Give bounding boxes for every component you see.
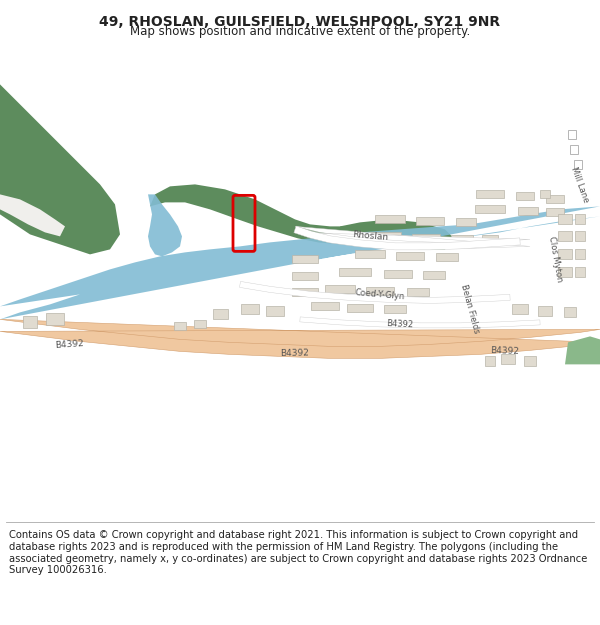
Bar: [546, 196, 564, 203]
Bar: [194, 321, 206, 328]
Bar: [416, 217, 444, 226]
Bar: [538, 306, 552, 316]
Bar: [575, 231, 585, 241]
Bar: [575, 214, 585, 224]
Bar: [558, 249, 572, 259]
Text: Rhoslan: Rhoslan: [352, 231, 388, 242]
Polygon shape: [150, 184, 385, 246]
Polygon shape: [0, 64, 120, 254]
Bar: [485, 356, 495, 366]
Bar: [339, 268, 371, 276]
Bar: [292, 272, 318, 281]
Bar: [482, 236, 498, 243]
Text: 49, RHOSLAN, GUILSFIELD, WELSHPOOL, SY21 9NR: 49, RHOSLAN, GUILSFIELD, WELSHPOOL, SY21…: [100, 16, 500, 29]
Bar: [512, 304, 528, 314]
Bar: [212, 309, 227, 319]
Bar: [174, 322, 186, 331]
Bar: [540, 191, 550, 198]
Bar: [456, 218, 476, 226]
Bar: [501, 354, 515, 364]
Bar: [558, 268, 572, 278]
Bar: [407, 288, 429, 296]
Polygon shape: [340, 219, 455, 249]
Text: Clos Myton: Clos Myton: [547, 236, 563, 283]
Bar: [516, 192, 534, 201]
Bar: [355, 251, 385, 258]
Bar: [46, 313, 64, 326]
Bar: [475, 206, 505, 213]
Bar: [546, 208, 564, 216]
Bar: [575, 249, 585, 259]
Polygon shape: [295, 226, 530, 248]
Bar: [518, 208, 538, 216]
Bar: [369, 232, 401, 241]
Bar: [412, 234, 440, 242]
Bar: [384, 271, 412, 278]
Bar: [423, 271, 445, 279]
Text: B4392: B4392: [55, 339, 85, 350]
Bar: [292, 256, 318, 263]
Bar: [292, 288, 318, 296]
Text: B4392: B4392: [280, 349, 309, 358]
Bar: [558, 214, 572, 224]
Polygon shape: [0, 194, 65, 236]
Text: Coed-Y-Glyn: Coed-Y-Glyn: [355, 288, 406, 301]
Text: Contains OS data © Crown copyright and database right 2021. This information is : Contains OS data © Crown copyright and d…: [9, 531, 587, 575]
Bar: [558, 231, 572, 241]
Bar: [325, 286, 355, 293]
Bar: [575, 268, 585, 278]
Polygon shape: [294, 226, 520, 250]
Bar: [347, 304, 373, 312]
Polygon shape: [239, 281, 510, 303]
Polygon shape: [300, 317, 540, 328]
Bar: [436, 253, 458, 261]
Bar: [564, 308, 576, 318]
Polygon shape: [565, 336, 600, 364]
Polygon shape: [0, 319, 600, 358]
Text: B4392: B4392: [490, 346, 519, 356]
Text: B4392: B4392: [386, 319, 414, 329]
Text: Map shows position and indicative extent of the property.: Map shows position and indicative extent…: [130, 26, 470, 39]
Bar: [524, 356, 536, 366]
Bar: [23, 316, 37, 328]
Text: Belan Fields: Belan Fields: [459, 282, 481, 334]
Bar: [311, 302, 339, 311]
Bar: [266, 306, 284, 316]
Polygon shape: [0, 206, 600, 319]
Bar: [396, 253, 424, 261]
Bar: [241, 304, 259, 314]
Bar: [476, 191, 504, 198]
Bar: [366, 288, 394, 296]
Bar: [384, 306, 406, 313]
Bar: [375, 216, 405, 223]
Bar: [451, 236, 473, 243]
Polygon shape: [148, 194, 182, 256]
Text: Mill Lane: Mill Lane: [569, 165, 590, 204]
